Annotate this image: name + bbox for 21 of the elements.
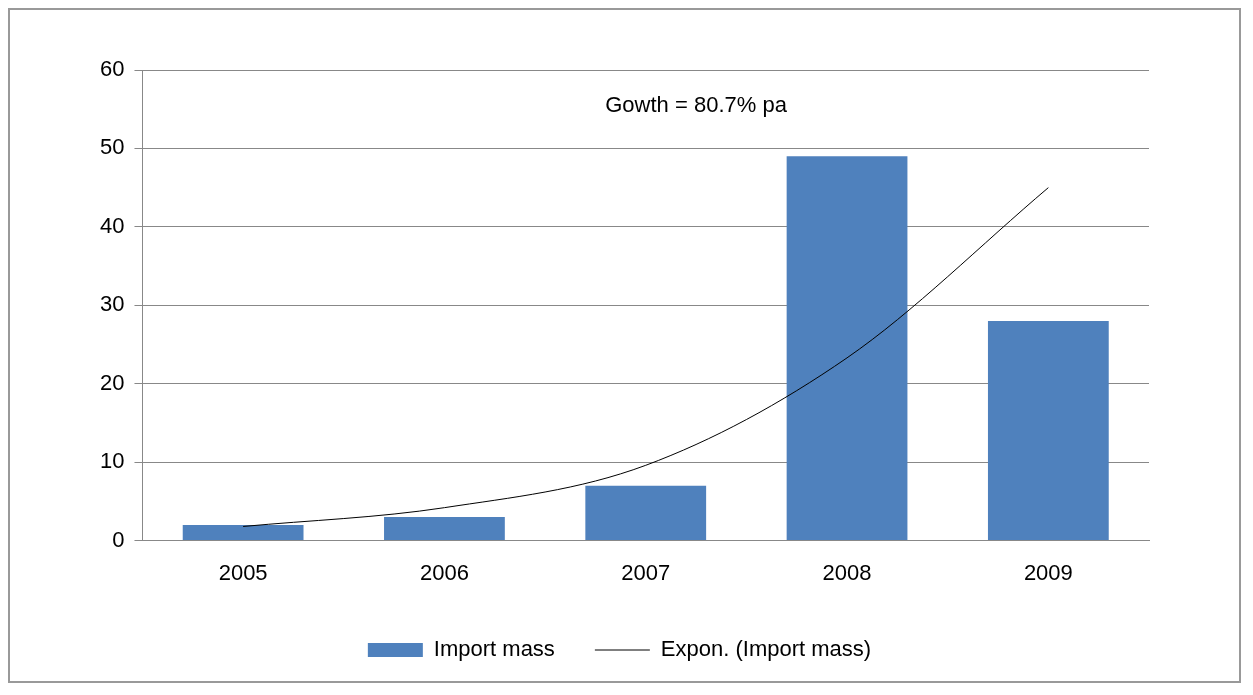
y-tick-label: 0 bbox=[112, 526, 125, 552]
bar bbox=[384, 517, 505, 541]
bar bbox=[585, 485, 707, 541]
x-tick-label: 2006 bbox=[419, 559, 469, 585]
bar bbox=[182, 524, 304, 541]
y-tick-label: 50 bbox=[99, 134, 125, 160]
y-tick-label: 30 bbox=[99, 291, 125, 317]
x-tick-label: 2009 bbox=[1023, 559, 1073, 585]
legend-label: Import mass bbox=[433, 636, 555, 662]
annotation: Gowth = 80.7% pa bbox=[605, 92, 788, 118]
x-tick-label: 2007 bbox=[621, 559, 671, 585]
y-tick-label: 40 bbox=[99, 212, 125, 238]
x-tick-label: 2008 bbox=[822, 559, 872, 585]
y-tick-label: 20 bbox=[99, 369, 125, 395]
legend-label: Expon. (Import mass) bbox=[660, 636, 872, 662]
y-tick-label: 60 bbox=[99, 56, 125, 82]
bar bbox=[786, 156, 908, 541]
x-tick-label: 2005 bbox=[218, 559, 268, 585]
bar bbox=[987, 320, 1109, 541]
line-series bbox=[242, 187, 1049, 527]
y-tick-label: 10 bbox=[99, 448, 125, 474]
